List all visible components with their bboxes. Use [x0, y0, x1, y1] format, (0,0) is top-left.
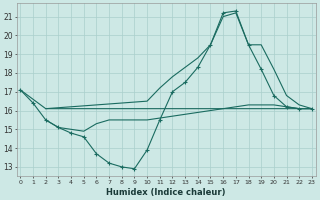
- X-axis label: Humidex (Indice chaleur): Humidex (Indice chaleur): [106, 188, 226, 197]
